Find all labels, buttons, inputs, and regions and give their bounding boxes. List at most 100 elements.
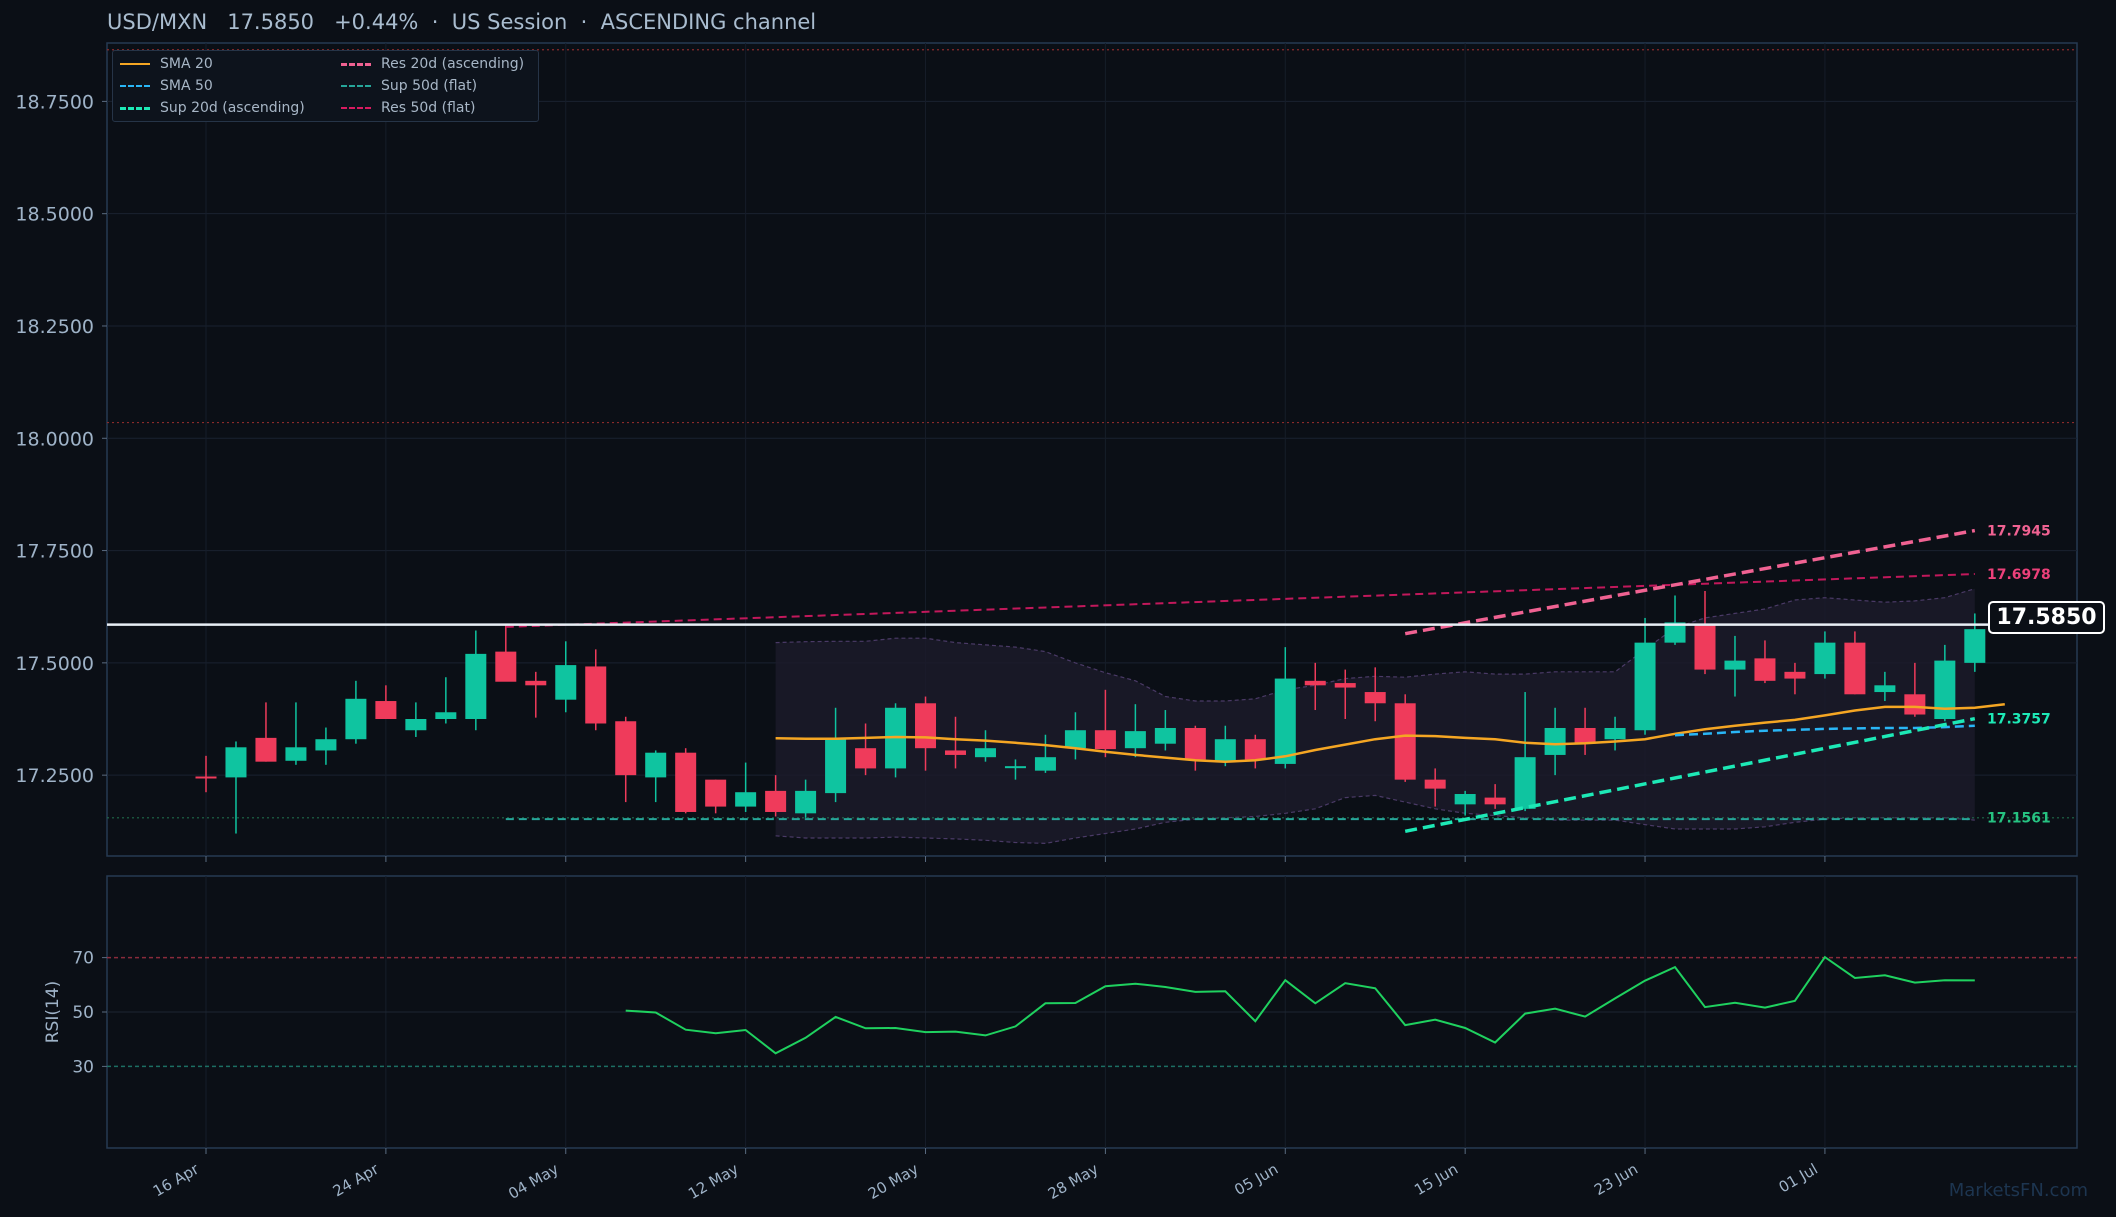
current-price: 17.5850	[227, 10, 315, 34]
candle-body	[1784, 671, 1806, 679]
price-ytick-label: 18.0000	[15, 428, 94, 450]
candle-body	[1154, 727, 1176, 744]
current-price-tag: 17.5850	[1988, 601, 2105, 634]
candle-body	[585, 666, 607, 724]
candle-body	[435, 712, 457, 720]
candle-body	[345, 698, 367, 740]
x-tick-label: 05 Jun	[1231, 1160, 1281, 1199]
legend-item-res50: Res 50d (flat)	[341, 100, 475, 116]
legend-label: SMA 20	[160, 56, 213, 72]
rsi-ytick-label: 30	[72, 1057, 94, 1077]
candle-body	[1694, 624, 1716, 670]
candle-body	[1934, 660, 1956, 720]
candle-body	[1634, 642, 1656, 731]
legend-item-sup50: Sup 50d (flat)	[341, 78, 477, 94]
legend-item-sma50: SMA 50	[120, 78, 213, 94]
resistance-20d-ascending-line	[1404, 528, 1976, 636]
candle-body	[645, 752, 667, 778]
legend-label: Sup 20d (ascending)	[160, 100, 305, 116]
legend-item-sup20: Sup 20d (ascending)	[120, 100, 305, 116]
x-tick-label: 12 May	[685, 1160, 742, 1203]
candle-body	[555, 665, 577, 700]
x-tick-label: 28 May	[1045, 1160, 1102, 1203]
rsi-ytick-label: 70	[72, 949, 94, 969]
level-label: 17.3757	[1987, 712, 2051, 728]
price-ytick-label: 18.2500	[15, 316, 94, 338]
price-ytick-label: 17.5000	[15, 653, 94, 675]
price-ytick-label: 17.7500	[15, 541, 94, 563]
rsi-axis-label: RSI(14)	[43, 981, 63, 1044]
candle-body	[1064, 730, 1086, 749]
candle-body	[1184, 727, 1206, 760]
legend-label: Sup 50d (flat)	[381, 78, 478, 94]
watermark: MarketsFN.com	[1948, 1180, 2088, 1201]
session-label: US Session	[451, 10, 568, 34]
candle-body	[1604, 727, 1626, 740]
candle-body	[255, 737, 277, 762]
legend-label: Res 20d (ascending)	[381, 56, 525, 72]
candle-body	[1424, 779, 1446, 789]
candle-body	[495, 651, 517, 682]
candle-body	[1544, 727, 1566, 755]
candle-body	[1274, 678, 1296, 764]
candle-body	[1754, 658, 1776, 681]
rsi-line	[625, 955, 1975, 1055]
chart-legend: SMA 20 SMA 50 Sup 20d (ascending) Res 20…	[112, 50, 539, 122]
candle-body	[1574, 727, 1596, 744]
candle-body	[1664, 622, 1686, 643]
candle-body	[1814, 642, 1836, 675]
candle-body	[1214, 739, 1236, 762]
legend-swatch-sma20	[120, 63, 150, 65]
x-tick-label: 15 Jun	[1411, 1160, 1461, 1199]
legend-swatch-sma50	[120, 85, 150, 87]
bollinger-lower-line	[775, 794, 1975, 845]
candle-body	[285, 747, 307, 761]
candle-body	[465, 653, 487, 720]
price-ytick-label: 18.7500	[15, 91, 94, 113]
candle-body	[1034, 757, 1056, 771]
level-label: 17.1561	[1987, 810, 2051, 826]
candle-body	[1334, 683, 1356, 688]
candle-body	[1094, 730, 1116, 750]
candle-body	[1844, 642, 1866, 695]
sma20-line	[775, 702, 2005, 763]
x-tick-label: 04 May	[505, 1160, 562, 1203]
sma50-line	[1674, 724, 1975, 737]
candle-body	[1004, 766, 1026, 769]
legend-swatch-sup50	[341, 85, 371, 87]
channel-label: ASCENDING channel	[600, 10, 817, 34]
candle-body	[1244, 739, 1266, 760]
legend-label: SMA 50	[160, 78, 213, 94]
candle-body	[615, 721, 637, 776]
candle-body	[855, 748, 877, 769]
x-tick-label: 23 Jun	[1591, 1160, 1641, 1199]
candle-body	[1304, 680, 1326, 686]
candle-body	[675, 752, 697, 812]
candle-body	[1874, 685, 1896, 693]
level-label: 17.7945	[1987, 524, 2051, 540]
candle-body	[1454, 794, 1476, 805]
rsi-ytick-label: 50	[72, 1003, 94, 1023]
legend-swatch-res20	[341, 62, 371, 66]
candle-body	[1124, 731, 1146, 749]
candle-body	[945, 750, 966, 755]
x-tick-label: 20 May	[865, 1160, 922, 1203]
legend-swatch-res50	[341, 107, 371, 109]
legend-label: Res 50d (flat)	[381, 100, 476, 116]
candle-body	[825, 739, 847, 794]
candle-body	[735, 792, 757, 807]
candle-body	[765, 790, 787, 812]
candle-body	[1514, 757, 1536, 809]
candle-body	[525, 680, 547, 686]
candle-body	[1724, 660, 1746, 670]
chart-title: USD/MXN 17.5850 +0.44% · US Session · AS…	[107, 10, 817, 34]
support-20d-ascending-line	[1404, 716, 1976, 834]
legend-swatch-sup20	[120, 106, 150, 110]
legend-item-sma20: SMA 20	[120, 56, 213, 72]
candle-body	[315, 739, 337, 751]
price-change: +0.44%	[334, 10, 419, 34]
symbol: USD/MXN	[107, 10, 208, 34]
candle-body	[705, 779, 727, 807]
